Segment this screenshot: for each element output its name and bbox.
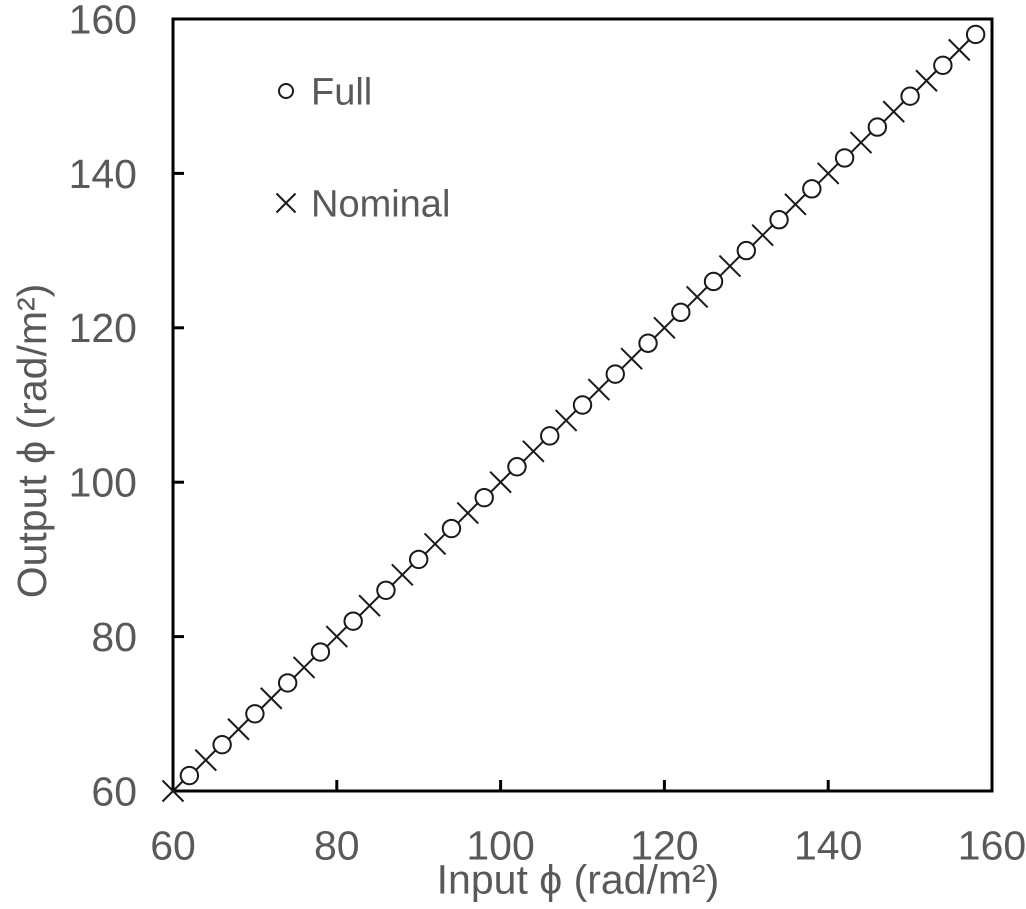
marker-x [194, 748, 217, 772]
y-tick-label: 80 [91, 614, 137, 660]
y-tick-label: 60 [91, 768, 137, 814]
marker-x [718, 254, 742, 278]
marker-circle [671, 302, 691, 323]
marker-x [161, 779, 185, 803]
marker-x [423, 532, 447, 556]
marker-circle [277, 673, 298, 693]
y-axis-title: Output ϕ (rad/m²) [9, 284, 55, 599]
marker-x [784, 193, 807, 216]
marker-x [554, 409, 578, 432]
marker-circle [409, 549, 429, 570]
marker-circle [507, 457, 527, 477]
marker-circle [736, 240, 756, 261]
marker-x [391, 563, 414, 587]
x-axis-title: Input ϕ (rad/m²) [437, 856, 720, 902]
series-full [179, 24, 986, 786]
x-tick-label: 120 [630, 822, 698, 868]
marker-circle [638, 333, 658, 353]
series-nominal [161, 38, 971, 803]
marker-x [292, 656, 316, 679]
marker-x [816, 162, 840, 185]
marker-circle [769, 210, 789, 230]
marker-circle [867, 117, 888, 137]
marker-circle [834, 148, 855, 168]
marker-x [227, 718, 250, 741]
marker-x [620, 347, 643, 370]
marker-x [915, 69, 938, 92]
marker-x [260, 687, 283, 710]
marker-circle [900, 86, 920, 106]
marker-x [751, 223, 774, 247]
x-tick-label: 140 [794, 822, 862, 868]
legend-x-icon [275, 192, 297, 214]
marker-circle [245, 704, 265, 724]
marker-circle [179, 765, 200, 786]
x-tick-label: 100 [466, 822, 534, 868]
marker-circle [572, 395, 593, 415]
marker-x [358, 594, 381, 617]
legend-circle-icon [278, 83, 294, 99]
x-tick-label: 80 [314, 822, 360, 868]
marker-circle [965, 24, 986, 45]
legend-label: Nominal [311, 183, 450, 225]
marker-circle [802, 179, 822, 199]
marker-circle [703, 271, 724, 292]
marker-x [489, 470, 512, 494]
legend: Full Nominal [275, 71, 450, 225]
marker-circle [474, 487, 494, 508]
marker-circle [343, 611, 363, 631]
marker-circle [933, 55, 953, 76]
marker-circle [540, 426, 560, 446]
legend-label: Full [311, 71, 372, 113]
marker-circle [441, 518, 462, 539]
marker-x [653, 316, 676, 340]
x-tick-label: 60 [150, 822, 196, 868]
marker-x [948, 38, 971, 62]
marker-circle [605, 364, 625, 384]
y-tick-label: 100 [69, 460, 137, 506]
marker-circle [212, 734, 232, 755]
marker-x [522, 440, 545, 463]
plot-border [171, 17, 994, 793]
marker-x [587, 378, 611, 401]
marker-x [456, 501, 480, 525]
y-tick-label: 140 [69, 151, 137, 197]
legend-item-nominal: Nominal [275, 183, 450, 225]
marker-x [882, 100, 905, 123]
x-tick-label: 160 [958, 822, 1026, 868]
y-tick-label: 120 [69, 305, 137, 351]
marker-x [685, 285, 709, 309]
marker-circle [310, 642, 331, 662]
legend-item-full: Full [278, 71, 372, 113]
y-tick-label: 160 [69, 0, 137, 42]
marker-x [325, 625, 349, 648]
marker-circle [376, 580, 396, 600]
marker-x [849, 131, 873, 154]
